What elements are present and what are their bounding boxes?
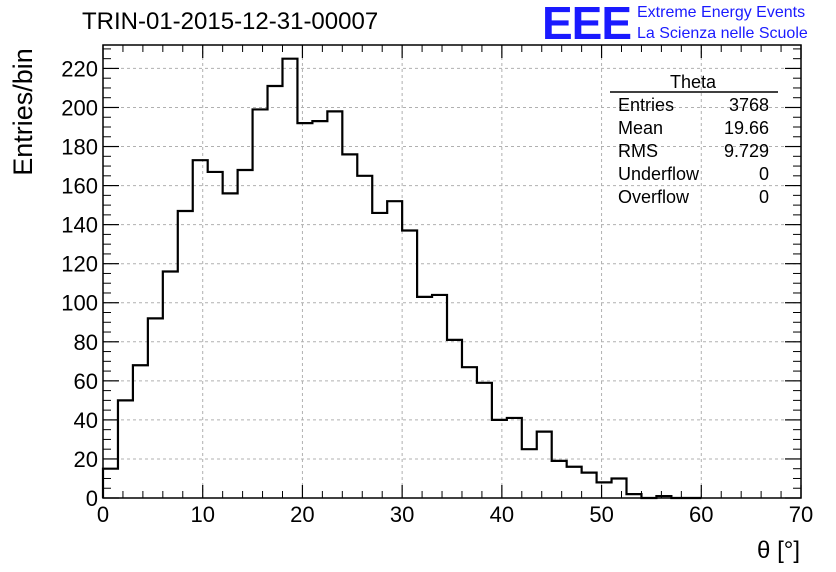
histogram-bin: [597, 482, 612, 498]
x-axis-label: θ [°]: [757, 537, 800, 564]
histogram-bin: [477, 383, 492, 498]
y-tick-label: 40: [74, 408, 98, 433]
histogram-outline: [101, 57, 702, 500]
stats-rows: Entries 3768 Mean 19.66 RMS 9.729 Underflow 0 Ov…: [618, 95, 769, 207]
histogram-bin: [342, 154, 357, 498]
y-tick-label: 120: [61, 252, 98, 277]
logo-caption-line1: Extreme Energy Events: [637, 4, 806, 21]
histogram-bin: [447, 340, 462, 498]
histogram-bin: [522, 449, 537, 498]
histogram-bin: [163, 272, 178, 499]
y-tick-label: 200: [61, 95, 98, 120]
stats-label: Mean: [618, 118, 663, 138]
histogram-bin: [297, 123, 312, 498]
stats-value: 0: [759, 164, 769, 184]
stats-label: Underflow: [618, 164, 700, 184]
x-tick-label: 40: [490, 502, 514, 527]
stats-box: Theta Entries 3768 Mean 19.66 RMS 9.729 Underf…: [610, 72, 778, 207]
histogram-bin: [537, 432, 552, 498]
y-tick-label: 20: [74, 447, 98, 472]
stats-value: 9.729: [724, 141, 769, 161]
histogram-bin: [357, 176, 372, 498]
grid-layer: [103, 45, 801, 498]
histogram-bin: [118, 400, 133, 498]
histogram-bin: [133, 365, 148, 498]
y-tick-label: 140: [61, 213, 98, 238]
stats-label: Overflow: [618, 187, 690, 207]
y-axis-label: Entries/bin: [8, 48, 38, 176]
histogram-bin: [178, 211, 193, 498]
y-tick-label: 80: [74, 330, 98, 355]
histogram-bin: [372, 213, 387, 498]
histogram-bin: [253, 109, 268, 498]
label-layer: 0 10 20 30 40 50 60 70 0 20 40 60 80 100 120 140 160 180 2…: [61, 56, 813, 527]
y-tick-label: 0: [86, 486, 98, 511]
x-tick-label: 70: [789, 502, 813, 527]
x-tick-label: 60: [689, 502, 713, 527]
histogram-bin: [432, 295, 447, 498]
histogram-bin: [193, 160, 208, 498]
chart-title: TRIN-01-2015-12-31-00007: [82, 8, 379, 35]
stats-label: RMS: [618, 141, 658, 161]
y-tick-label: 180: [61, 135, 98, 160]
tick-layer: [102, 45, 802, 499]
x-tick-label: 50: [589, 502, 613, 527]
histogram-bin: [567, 467, 582, 498]
stats-value: 0: [759, 187, 769, 207]
plot-frame: [102, 44, 802, 499]
x-tick-label: 20: [290, 502, 314, 527]
x-tick-label: 0: [97, 502, 109, 527]
histogram-bin: [552, 461, 567, 498]
x-tick-label: 10: [190, 502, 214, 527]
histogram-bin: [387, 201, 402, 498]
histogram-bin: [268, 86, 283, 498]
histogram-bin: [402, 230, 417, 498]
histogram-bin: [462, 367, 477, 498]
stats-label: Entries: [618, 95, 674, 115]
logo-caption-line2: La Scienza nelle Scuole: [637, 25, 808, 42]
histogram-bin: [103, 469, 118, 498]
histogram-bin: [327, 111, 342, 498]
histogram-bin: [612, 478, 627, 498]
stats-value: 19.66: [724, 118, 769, 138]
x-tick-label: 30: [390, 502, 414, 527]
histogram-bin: [582, 473, 597, 498]
y-tick-label: 160: [61, 174, 98, 199]
histogram-bin: [312, 121, 327, 498]
histogram-bin: [492, 420, 507, 498]
histogram-layer: [101, 57, 702, 500]
histogram-bin: [507, 418, 522, 498]
histogram-bin: [148, 318, 163, 498]
histogram-bin: [208, 172, 223, 498]
y-tick-label: 220: [61, 56, 98, 81]
eee-logo: EEE: [542, 0, 632, 49]
histogram-bin: [282, 59, 297, 498]
histogram-bin: [238, 170, 253, 498]
stats-title: Theta: [670, 72, 717, 92]
y-tick-label: 100: [61, 291, 98, 316]
histogram-bin: [417, 297, 432, 498]
stats-value: 3768: [729, 95, 769, 115]
y-tick-label: 60: [74, 369, 98, 394]
histogram-bin: [223, 193, 238, 498]
